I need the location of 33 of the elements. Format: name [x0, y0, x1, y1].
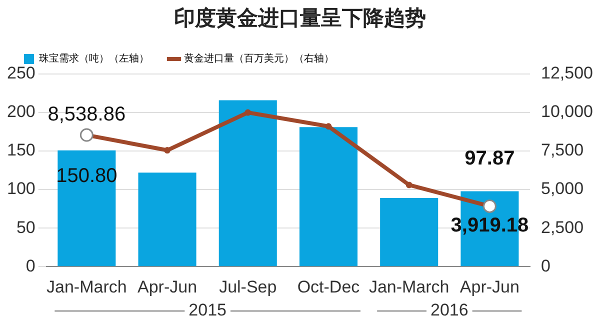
text: 2015	[188, 300, 226, 320]
legend-label: 珠宝需求（吨）（左轴）	[39, 52, 149, 65]
y-tick-label: 200	[6, 102, 36, 122]
data-label: 8,538.86	[48, 104, 126, 126]
y2-tick-label: 7,500	[541, 140, 584, 160]
y2-tick-label: 12,500	[541, 64, 594, 83]
y2-tick-label: 10,000	[541, 102, 594, 122]
text: 2016	[430, 300, 468, 320]
legend-label: 黄金进口量（百万美元）（右轴）	[184, 52, 334, 65]
point	[325, 123, 332, 130]
y-tick-label: 50	[16, 218, 36, 237]
y-tick-label: 150	[6, 140, 36, 160]
x-tick-label: Oct-Dec	[297, 277, 360, 296]
bar	[138, 172, 196, 266]
point	[164, 147, 171, 154]
chart-title: 印度黄金进口量呈下降趋势	[173, 5, 427, 32]
x-tick-label: Jul-Sep	[219, 277, 277, 296]
y-tick-label: 0	[26, 256, 36, 276]
y-tick-label: 100	[6, 179, 36, 198]
x-tick-label: Jan-March	[46, 277, 127, 296]
point	[244, 109, 252, 116]
bar	[218, 100, 277, 266]
x-tick-label: Jan-March	[368, 277, 450, 296]
x-tick-label: Apr-Jun	[138, 277, 198, 296]
bar	[299, 127, 358, 266]
y-tick-label: 250	[6, 64, 36, 83]
y2-tick-label: 0	[541, 256, 550, 276]
y2-tick-label: 5,000	[541, 179, 584, 198]
bar	[380, 198, 438, 266]
x-tick-label: Apr-Jun	[460, 277, 520, 296]
data-label: 97.87	[464, 148, 515, 170]
point	[406, 182, 412, 188]
y2-tick-label: 2,500	[541, 218, 584, 237]
